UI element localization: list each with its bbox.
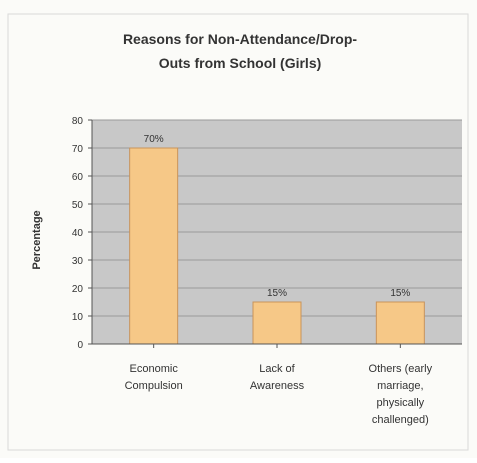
y-tick-label: 30 (72, 256, 84, 267)
chart-title-line: Outs from School (Girls) (159, 55, 322, 71)
bars (129, 147, 425, 345)
x-tick-label: Economic (130, 363, 179, 375)
y-tick-label: 60 (72, 172, 84, 183)
x-axis-labels: Economic Compulsion Lack of Awareness Others… (125, 344, 433, 426)
chart-title-line: Reasons for Non-Attendance/Drop- (123, 31, 357, 47)
x-tick-label: Others (early (369, 363, 433, 375)
x-tick-label: marriage, (377, 380, 423, 392)
y-axis-label: Percentage (31, 210, 43, 269)
y-tick-label: 0 (77, 340, 83, 351)
y-tick-label: 50 (72, 200, 84, 211)
bar (252, 301, 302, 345)
data-label: 70% (144, 134, 164, 145)
x-tick-label: Awareness (250, 380, 305, 392)
data-label: 15% (267, 288, 287, 299)
chart-title: Reasons for Non-Attendance/Drop- Outs fro… (123, 31, 357, 71)
bar (129, 147, 179, 345)
y-tick-label: 80 (72, 116, 84, 127)
x-tick-label: physically (376, 397, 424, 409)
y-tick-label: 10 (72, 312, 84, 323)
x-tick-label: Compulsion (125, 380, 183, 392)
y-tick-label: 20 (72, 284, 84, 295)
bar (375, 301, 425, 345)
y-axis-ticks: 0 10 20 30 40 50 60 70 80 (72, 116, 92, 351)
y-tick-label: 40 (72, 228, 84, 239)
y-tick-label: 70 (72, 144, 84, 155)
x-tick-label: Lack of (259, 363, 295, 375)
chart-frame (7, 13, 469, 451)
data-labels: 70% 15% 15% (144, 134, 411, 299)
data-label: 15% (390, 288, 410, 299)
x-tick-label: challenged) (372, 414, 429, 426)
